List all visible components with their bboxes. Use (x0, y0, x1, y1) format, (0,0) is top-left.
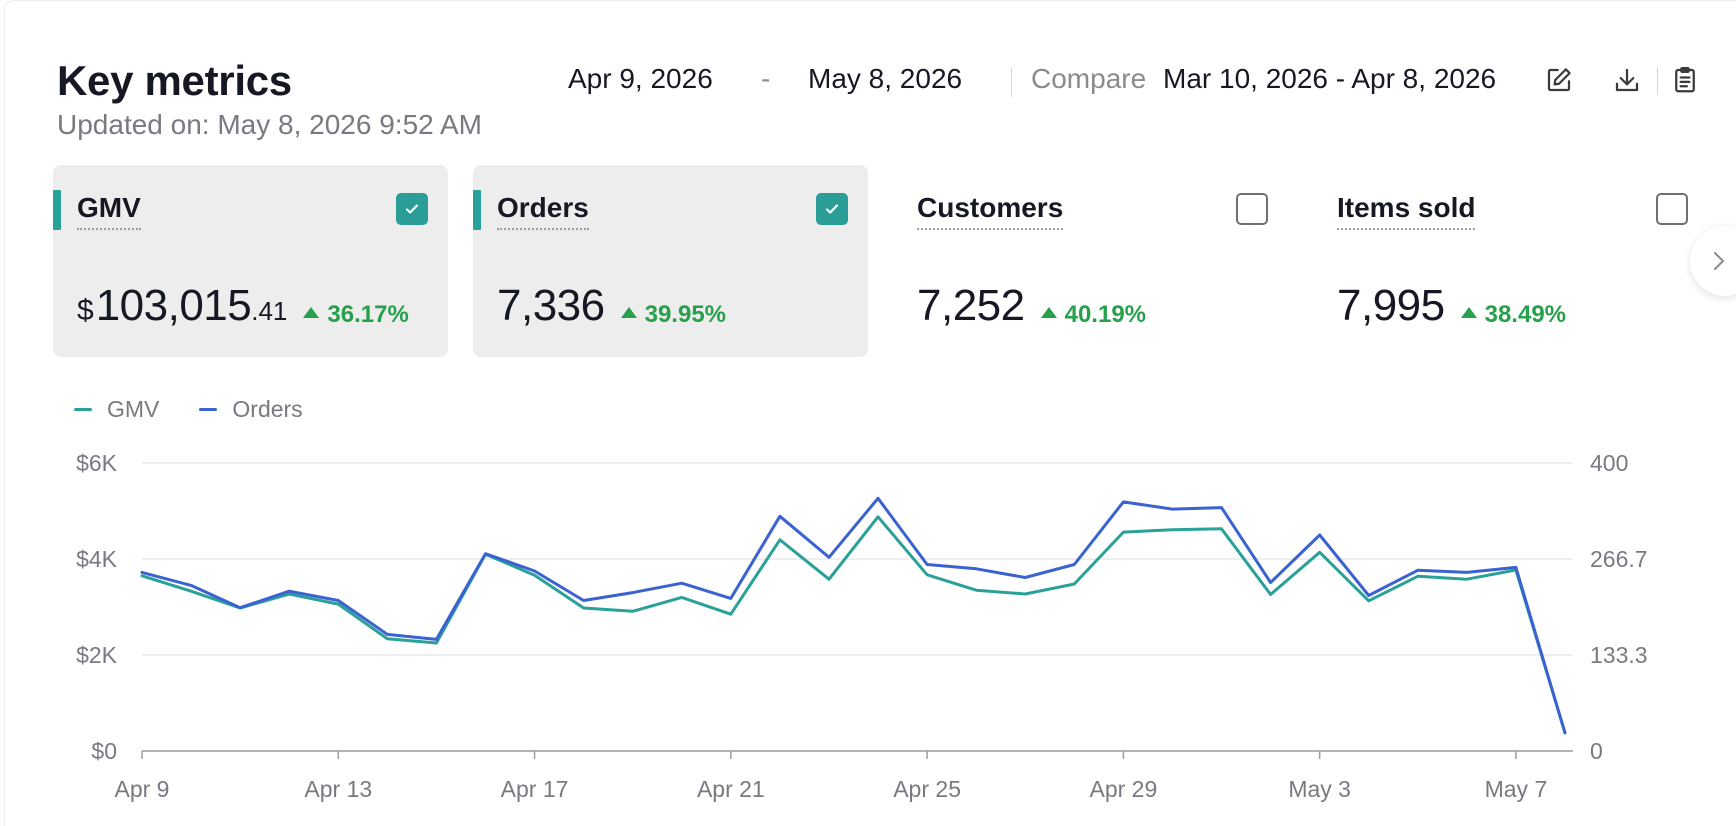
metric-label: GMV (77, 192, 141, 230)
metric-change: 40.19% (1040, 301, 1146, 329)
x-tick-label: Apr 29 (1089, 776, 1157, 802)
check-icon (825, 204, 839, 214)
metric-label: Customers (917, 192, 1064, 230)
metric-number: 7,336 (497, 281, 605, 330)
y-left-tick-label: $2K (76, 642, 118, 668)
checkbox-unchecked[interactable] (1656, 193, 1688, 225)
x-tick-label: Apr 21 (697, 776, 765, 802)
date-range-separator: - (761, 63, 771, 94)
checkbox-unchecked[interactable] (1236, 193, 1268, 225)
series-line-gmv (140, 515, 1567, 735)
metric-value: $ 103,015 .41 36.17% (77, 281, 409, 331)
date-range-start[interactable]: Apr 9, 2026 (568, 63, 713, 94)
updated-timestamp: Updated on: May 8, 2026 9:52 AM (57, 109, 482, 140)
up-arrow-icon (620, 307, 637, 318)
y-left-tick-label: $6K (76, 450, 118, 476)
metric-card-gmv[interactable]: GMV $ 103,015 .41 36.17% (53, 165, 448, 357)
metric-card-customers[interactable]: Customers 7,252 40.19% (893, 165, 1288, 357)
series-accent-bar (53, 190, 61, 230)
metric-card-orders[interactable]: Orders 7,336 39.95% (473, 165, 868, 357)
metric-value: 7,252 40.19% (917, 281, 1146, 331)
legend-label: GMV (107, 396, 160, 422)
series-line-orders (140, 496, 1567, 735)
y-left-tick-label: $4K (76, 546, 118, 572)
line-chart: $0 0 $2K 133.3 $4K 266.7 $6K 400 Apr 9 Apr 13 Apr … (76, 450, 1648, 802)
metric-label: Orders (497, 192, 589, 230)
metric-number: 7,252 (917, 281, 1025, 330)
y-left-tick-label: $0 (91, 738, 117, 764)
x-tick-label: Apr 17 (501, 776, 569, 802)
x-tick-label: Apr 13 (304, 776, 372, 802)
compare-date-range[interactable]: Mar 10, 2026 - Apr 8, 2026 (1163, 63, 1497, 94)
metric-number: 103,015 (95, 281, 252, 330)
edit-icon[interactable] (1543, 64, 1575, 96)
divider (1011, 67, 1012, 97)
metric-change: 36.17% (303, 301, 409, 329)
metric-value: 7,995 38.49% (1337, 281, 1566, 331)
legend-swatch (74, 408, 92, 411)
currency-symbol: $ (77, 294, 94, 327)
x-tick-label: Apr 25 (893, 776, 961, 802)
up-arrow-icon (1460, 307, 1477, 318)
metric-cents: .41 (251, 296, 288, 326)
metric-change: 39.95% (620, 301, 726, 329)
legend-item-orders[interactable]: Orders (199, 396, 303, 423)
series-accent-bar (473, 190, 481, 230)
clipboard-icon[interactable] (1669, 64, 1701, 96)
y-right-tick-label: 266.7 (1590, 546, 1648, 572)
legend-swatch (199, 408, 218, 411)
y-right-tick-label: 0 (1590, 738, 1603, 764)
metric-number: 7,995 (1337, 281, 1445, 330)
key-metrics-panel: Key metrics Updated on: May 8, 2026 9:52… (4, 0, 1736, 826)
divider (1657, 67, 1658, 95)
date-range-end[interactable]: May 8, 2026 (808, 63, 963, 94)
chevron-right-icon (1714, 252, 1724, 270)
up-arrow-icon (303, 307, 320, 318)
checkbox-checked[interactable] (816, 193, 848, 225)
y-right-tick-label: 400 (1590, 450, 1628, 476)
up-arrow-icon (1040, 307, 1057, 318)
page-title: Key metrics (57, 57, 292, 104)
checkbox-checked[interactable] (396, 193, 428, 225)
metric-change: 38.49% (1460, 301, 1566, 329)
legend-item-gmv[interactable]: GMV (74, 396, 159, 423)
compare-label: Compare (1031, 63, 1147, 94)
x-tick-label: Apr 9 (115, 776, 170, 802)
chart-legend: GMV Orders (74, 396, 303, 423)
check-icon (405, 204, 419, 214)
metric-card-items-sold[interactable]: Items sold 7,995 38.49% (1313, 165, 1708, 357)
download-icon[interactable] (1611, 64, 1643, 96)
metric-label: Items sold (1337, 192, 1476, 230)
legend-label: Orders (232, 396, 303, 422)
y-right-tick-label: 133.3 (1590, 642, 1648, 668)
metric-value: 7,336 39.95% (497, 281, 726, 331)
x-tick-label: May 7 (1485, 776, 1548, 802)
x-tick-label: May 3 (1288, 776, 1351, 802)
